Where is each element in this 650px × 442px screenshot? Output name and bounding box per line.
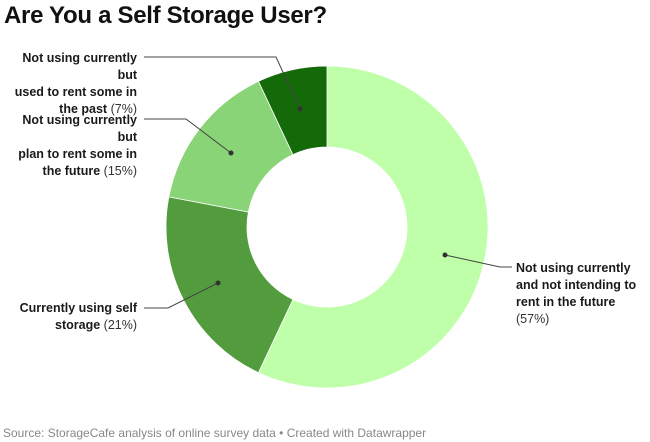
source-note: Source: StorageCafe analysis of online s… — [3, 426, 427, 440]
label-plan-to-rent: Not using currently but plan to rent som… — [18, 113, 137, 178]
label-used-to-rent: Not using currently but used to rent som… — [14, 51, 137, 116]
leader-line — [144, 56, 301, 110]
leader-line — [144, 118, 232, 154]
chart-title: Are You a Self Storage User? — [4, 2, 327, 29]
slice-currently-using — [165, 196, 294, 374]
label-currently-using: Currently using self storage (21%) — [19, 301, 137, 332]
leader-line — [444, 254, 512, 268]
leader-dot — [297, 106, 303, 112]
leader-dot — [442, 252, 448, 258]
leader-lines — [144, 56, 512, 309]
leader-dot — [215, 280, 221, 286]
donut-slices — [165, 65, 489, 389]
slice-not-intending — [257, 65, 489, 389]
slice-used-to-rent — [257, 65, 328, 156]
leader-dot — [228, 150, 234, 156]
leader-line — [144, 282, 219, 309]
label-not-intending: Not using currently and not intending to… — [516, 261, 637, 326]
